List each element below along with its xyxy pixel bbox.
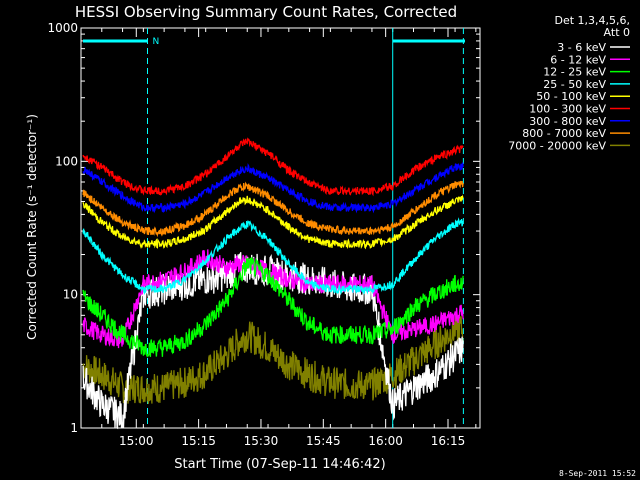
plot-frame [80,27,481,429]
timestamp: 8-Sep-2011 15:52 [559,469,636,478]
series-line-6 [82,137,464,197]
legend-label: 100 - 300 keV [529,103,606,116]
legend-header: Att 0 [604,26,630,39]
night-label: N [153,37,160,47]
y-tick-label: 10 [63,288,78,302]
legend-label: 6 - 12 keV [550,53,606,66]
x-tick-label: 16:15 [431,434,466,448]
series-line-9 [82,313,464,404]
plot-area: 1 10 100 1000 15:00 15:15 15:30 15:45 16:00 16:15… [47,21,481,448]
x-tick-label: 15:30 [244,434,279,448]
series-line-3 [82,257,464,358]
y-tick-label: 100 [55,154,78,168]
series-line-5 [82,194,464,250]
legend-label: 25 - 50 keV [543,78,606,91]
legend-label: 300 - 800 keV [529,115,606,128]
x-tick-label: 15:15 [181,434,216,448]
x-tick-label: 15:45 [306,434,341,448]
legend-label: 50 - 100 keV [536,90,606,103]
y-tick-label: 1 [70,421,78,435]
legend-label: 800 - 7000 keV [522,127,606,140]
y-axis-label: Corrected Count Rate (s⁻¹ detector⁻¹) [25,114,39,340]
legend-header: Det 1,3,4,5,6, [554,14,630,27]
legend-label: 7000 - 20000 keV [508,139,606,152]
series-line-8 [82,180,464,238]
chart-title: HESSI Observing Summary Count Rates, Cor… [75,3,457,21]
legend-label: 12 - 25 keV [543,66,606,79]
x-tick-label: 16:00 [368,434,403,448]
x-axis-label: Start Time (07-Sep-11 14:46:42) [174,457,385,472]
x-tick-label: 15:00 [119,434,154,448]
series-line-7 [82,162,464,214]
legend-label: 3 - 6 keV [557,41,606,54]
series-line-4 [82,217,464,296]
y-tick-label: 1000 [47,21,78,35]
